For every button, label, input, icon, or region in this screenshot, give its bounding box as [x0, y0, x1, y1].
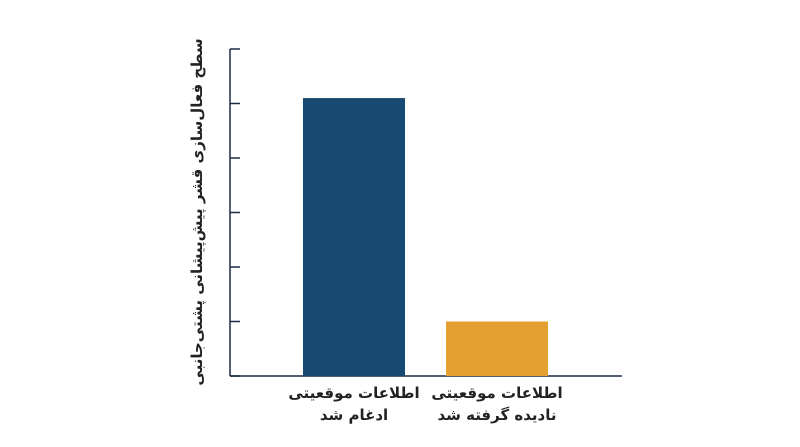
x-tick-label: اطلاعات موقعیتی نادیده گرفته شد: [431, 384, 563, 424]
y-axis-label: سطح فعال‌سازی قشر پیش‌پیشانی پشتی‌جانبی: [188, 38, 206, 386]
bar: [303, 98, 405, 377]
bar: [446, 321, 548, 376]
x-tick-label: اطلاعات موقعیتی ادغام شد: [288, 384, 420, 424]
